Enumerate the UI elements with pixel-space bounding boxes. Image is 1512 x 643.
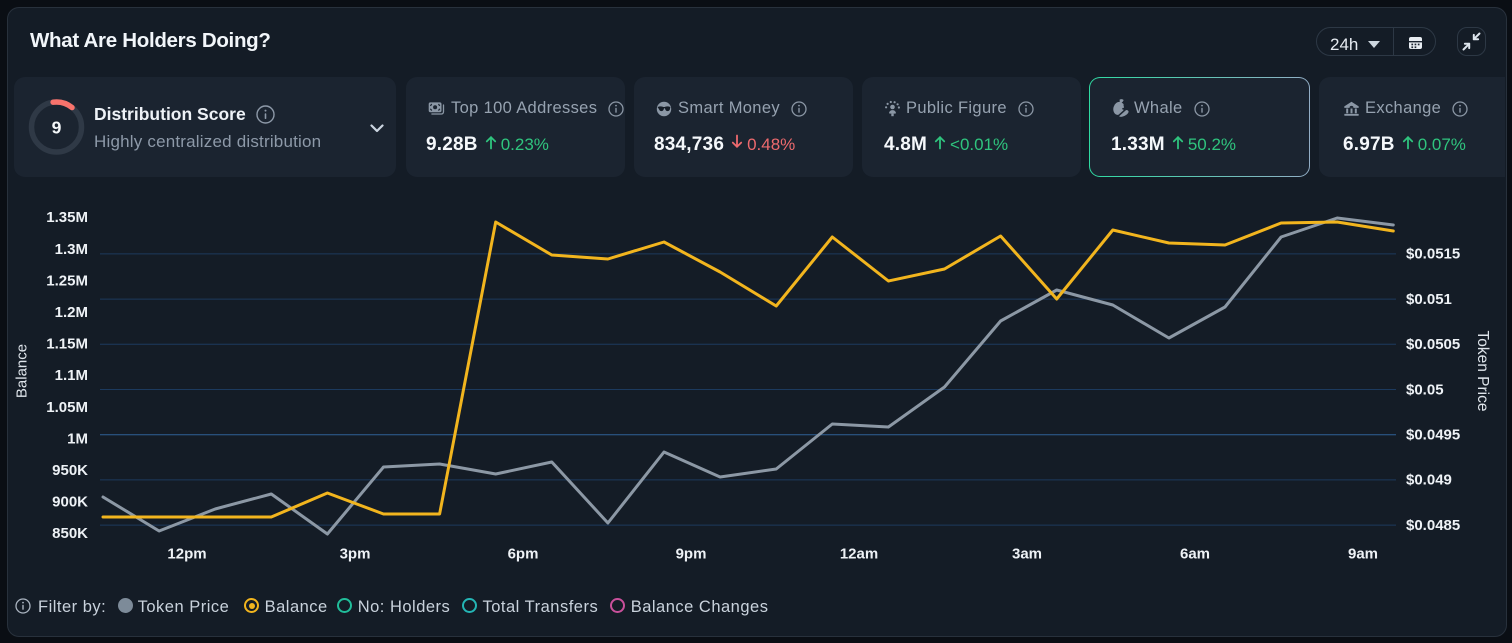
svg-text:1M: 1M bbox=[67, 430, 88, 447]
svg-text:1.25M: 1.25M bbox=[46, 272, 88, 289]
svg-text:$0.051: $0.051 bbox=[1406, 291, 1452, 308]
svg-text:1.2M: 1.2M bbox=[55, 304, 88, 321]
svg-text:3pm: 3pm bbox=[340, 546, 371, 563]
svg-text:1.35M: 1.35M bbox=[46, 209, 88, 226]
svg-text:900K: 900K bbox=[52, 494, 88, 511]
svg-text:$0.049: $0.049 bbox=[1406, 472, 1452, 489]
svg-text:1.15M: 1.15M bbox=[46, 336, 88, 353]
svg-text:9am: 9am bbox=[1348, 546, 1378, 563]
svg-text:6am: 6am bbox=[1180, 546, 1210, 563]
svg-text:1.1M: 1.1M bbox=[55, 367, 88, 384]
svg-text:12am: 12am bbox=[840, 546, 878, 563]
svg-text:$0.0495: $0.0495 bbox=[1406, 427, 1460, 444]
svg-text:1.3M: 1.3M bbox=[55, 241, 88, 258]
svg-text:Balance: Balance bbox=[14, 344, 31, 398]
svg-text:3am: 3am bbox=[1012, 546, 1042, 563]
svg-text:1.05M: 1.05M bbox=[46, 399, 88, 416]
svg-text:6pm: 6pm bbox=[508, 546, 539, 563]
svg-text:9: 9 bbox=[52, 118, 62, 138]
svg-text:$0.0515: $0.0515 bbox=[1406, 246, 1460, 263]
svg-text:$0.0485: $0.0485 bbox=[1406, 517, 1460, 534]
svg-text:$0.05: $0.05 bbox=[1406, 381, 1444, 398]
svg-text:$0.0505: $0.0505 bbox=[1406, 336, 1460, 353]
svg-text:9pm: 9pm bbox=[676, 546, 707, 563]
svg-text:950K: 950K bbox=[52, 462, 88, 479]
svg-text:12pm: 12pm bbox=[167, 546, 206, 563]
svg-text:Token Price: Token Price bbox=[1474, 331, 1491, 412]
svg-text:850K: 850K bbox=[52, 525, 88, 542]
